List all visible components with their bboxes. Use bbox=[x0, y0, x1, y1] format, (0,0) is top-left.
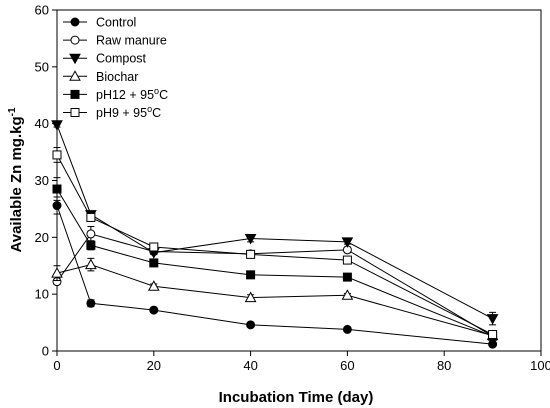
y-axis-title-main: Available Zn mg.kg bbox=[8, 116, 25, 252]
data-point bbox=[149, 242, 159, 252]
y-tick-label: 10 bbox=[35, 287, 49, 302]
legend: Control Raw manure Compost Biochar pH12 + 95… bbox=[63, 16, 168, 120]
data-point bbox=[52, 184, 62, 194]
data-point bbox=[486, 314, 499, 325]
data-point bbox=[341, 289, 354, 300]
legend-label: pH9 + 95oC bbox=[96, 104, 161, 120]
legend-marker bbox=[70, 108, 80, 117]
y-tick-label: 20 bbox=[35, 230, 49, 245]
series-compost bbox=[51, 120, 499, 326]
data-point bbox=[246, 249, 256, 259]
series-line bbox=[56, 233, 493, 337]
data-point bbox=[149, 258, 159, 268]
x-tick-label: 20 bbox=[147, 358, 161, 373]
data-point bbox=[52, 150, 62, 160]
y-tick-label: 60 bbox=[35, 3, 49, 18]
data-point bbox=[86, 212, 96, 222]
series-ph12-95oc bbox=[52, 177, 498, 341]
series-line bbox=[56, 124, 493, 320]
legend-item-raw-manure: Raw manure bbox=[63, 34, 167, 48]
data-point bbox=[51, 267, 63, 278]
series-raw-manure bbox=[52, 226, 498, 341]
series-line bbox=[56, 264, 493, 337]
y-tick-label: 30 bbox=[35, 173, 49, 188]
x-axis: 0 20 40 60 80 100 bbox=[53, 351, 550, 373]
data-point bbox=[147, 280, 160, 291]
legend-label: pH12 + 95oC bbox=[96, 86, 168, 102]
legend-marker bbox=[70, 89, 80, 99]
legend-marker bbox=[70, 35, 80, 45]
y-axis-title: Available Zn mg.kg-1 bbox=[7, 107, 25, 252]
series-layer bbox=[51, 120, 499, 349]
data-point bbox=[86, 298, 96, 308]
data-point bbox=[86, 240, 96, 250]
data-point bbox=[342, 272, 352, 282]
data-point bbox=[51, 120, 63, 131]
data-point bbox=[341, 237, 354, 248]
data-point bbox=[52, 201, 62, 211]
series-line bbox=[56, 188, 493, 337]
x-tick-label: 0 bbox=[53, 358, 60, 373]
data-point bbox=[342, 324, 352, 334]
data-point bbox=[246, 320, 256, 330]
x-tick-label: 60 bbox=[340, 358, 354, 373]
y-tick-label: 40 bbox=[35, 116, 49, 131]
x-tick-label: 100 bbox=[530, 358, 550, 373]
data-point bbox=[85, 258, 97, 270]
data-point bbox=[488, 339, 498, 349]
y-tick-label: 50 bbox=[35, 59, 49, 74]
data-point bbox=[246, 270, 256, 280]
series-control bbox=[52, 196, 498, 349]
y-tick-label: 0 bbox=[42, 344, 49, 359]
series-ph9-95oc bbox=[52, 147, 498, 340]
legend-label: Biochar bbox=[96, 70, 138, 84]
legend-item-ph12-95oc: pH12 + 95oC bbox=[63, 86, 168, 102]
y-axis-title-superscript: -1 bbox=[7, 107, 18, 116]
series-line bbox=[56, 205, 493, 345]
data-point bbox=[244, 291, 257, 303]
data-point bbox=[149, 305, 159, 315]
legend-item-ph9-95oc: pH9 + 95oC bbox=[63, 104, 161, 120]
legend-marker bbox=[69, 53, 81, 65]
data-point bbox=[244, 233, 257, 245]
series-line bbox=[56, 154, 493, 335]
x-tick-label: 40 bbox=[243, 358, 257, 373]
x-axis-title: Incubation Time (day) bbox=[219, 389, 374, 406]
data-point bbox=[488, 330, 498, 340]
legend-label: Compost bbox=[96, 52, 147, 66]
legend-marker bbox=[70, 17, 80, 27]
legend-label: Raw manure bbox=[96, 34, 167, 48]
y-axis: 0 10 20 30 40 50 60 bbox=[35, 3, 57, 359]
data-point bbox=[86, 229, 96, 239]
x-tick-label: 80 bbox=[437, 358, 451, 373]
legend-marker bbox=[69, 70, 81, 81]
legend-label: Control bbox=[96, 16, 136, 30]
data-point bbox=[342, 255, 352, 265]
legend-item-compost: Compost bbox=[63, 52, 147, 66]
legend-item-biochar: Biochar bbox=[63, 70, 138, 84]
legend-item-control: Control bbox=[63, 16, 136, 30]
